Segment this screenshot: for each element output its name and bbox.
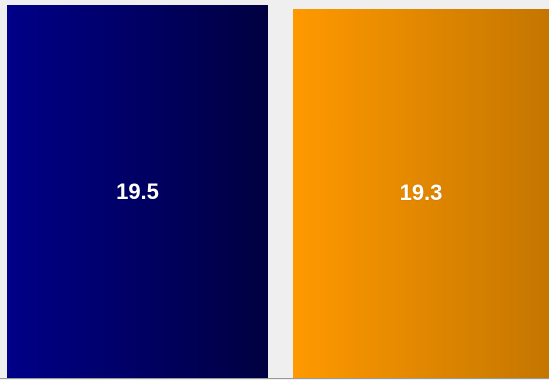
bar-2: 19.3 <box>293 8 549 378</box>
bar-1: 19.5 <box>7 5 268 378</box>
bar-2-value-label: 19.3 <box>399 180 443 206</box>
bar-1-value-label: 19.5 <box>116 178 159 204</box>
x-axis-baseline <box>0 378 549 379</box>
